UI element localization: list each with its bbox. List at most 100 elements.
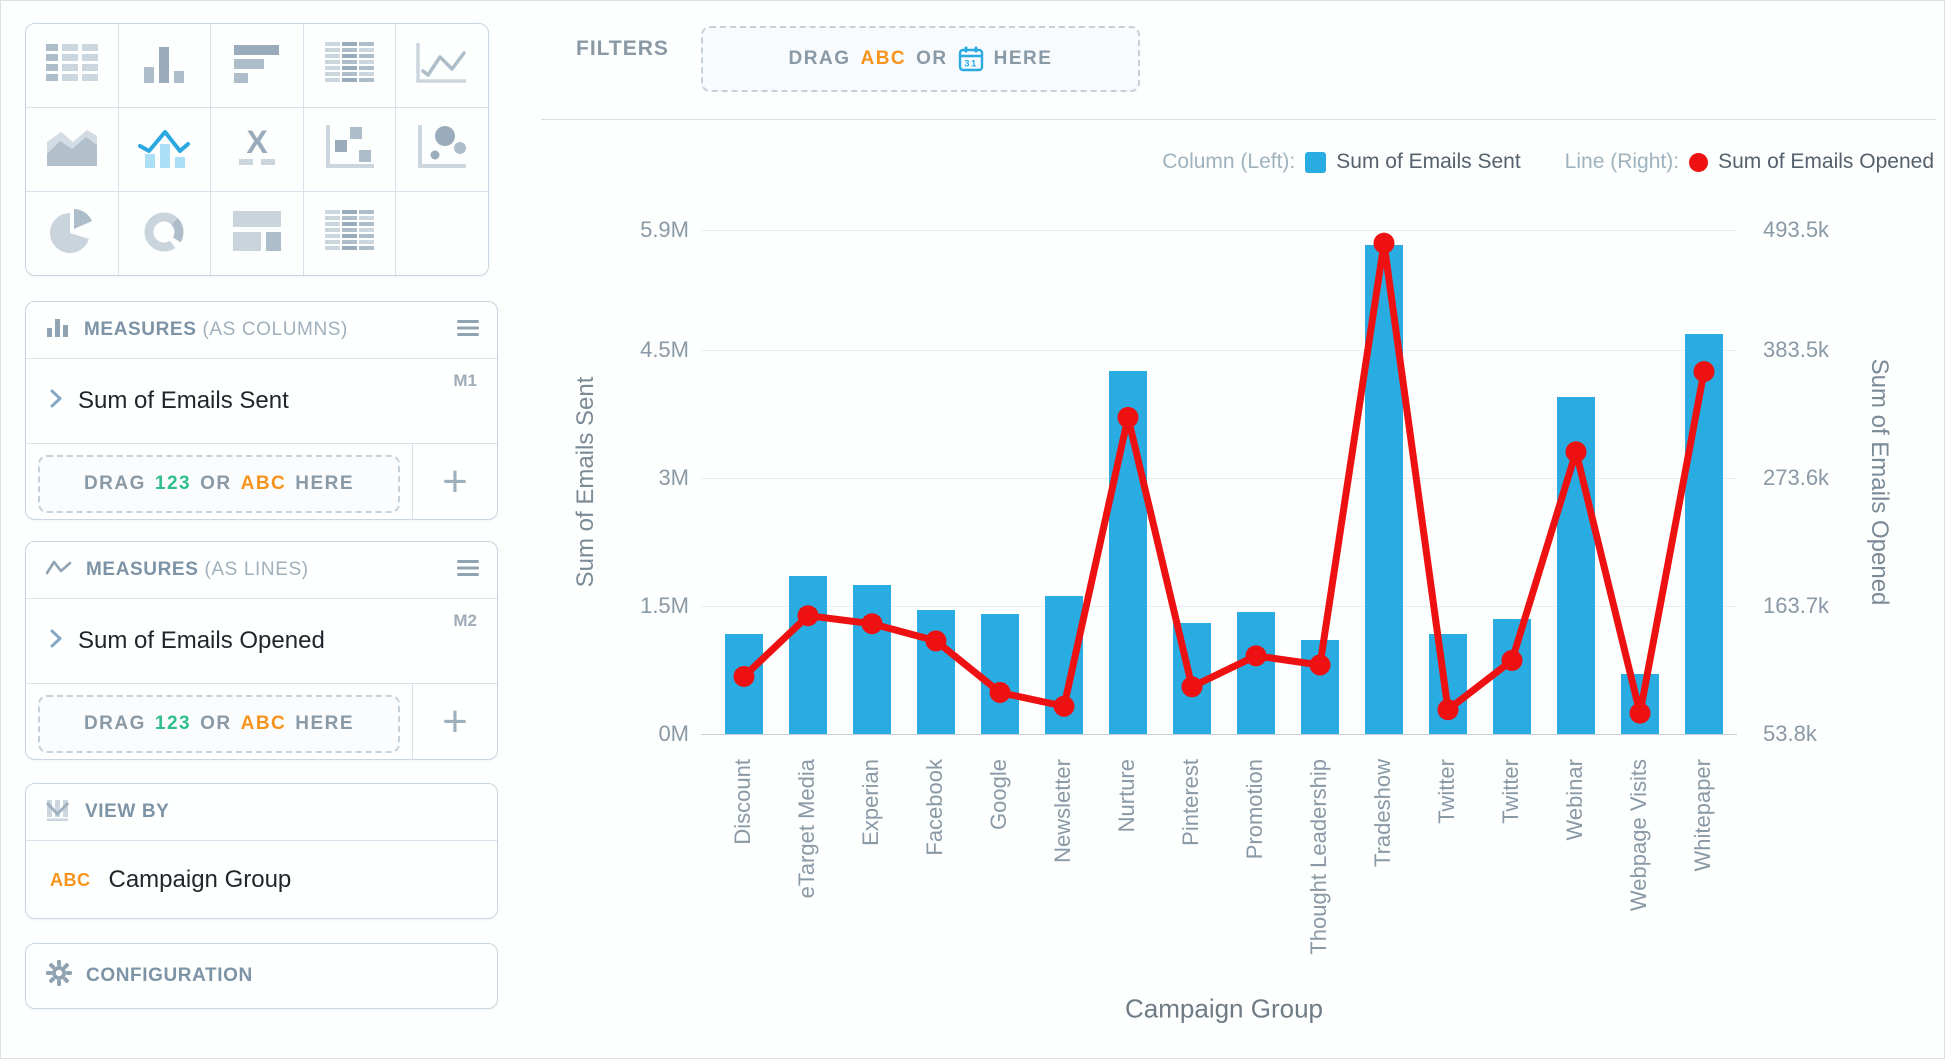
line-measures-icon (45, 559, 72, 582)
measures-columns-dropzone[interactable]: DRAG 123 OR ABC HERE (38, 455, 400, 513)
line-point-webinar[interactable] (1565, 441, 1587, 463)
chart-legend: Column (Left): Sum of Emails Sent Line (… (1162, 150, 1934, 174)
configuration-header[interactable]: CONFIGURATION (26, 944, 497, 1007)
chart-type-table[interactable] (26, 24, 118, 107)
line-point-experian[interactable] (861, 613, 883, 635)
left-axis-tick: 1.5M (640, 592, 689, 618)
column-measures-icon (46, 318, 70, 343)
line-point-etarget-media[interactable] (797, 605, 819, 627)
chart-type-summary-tile[interactable] (211, 192, 303, 275)
line-point-whitepaper[interactable] (1693, 361, 1715, 383)
measures-lines-header: MEASURES (AS LINES) (26, 542, 497, 598)
add-measure-button[interactable]: + (412, 444, 497, 520)
bar-google[interactable] (981, 614, 1019, 734)
svg-text:31: 31 (964, 59, 978, 70)
chart-type-picker: X (25, 23, 489, 276)
chart-type-area-chart[interactable] (26, 108, 118, 191)
line-point-tradeshow[interactable] (1373, 232, 1395, 254)
x-chart-icon: X (233, 124, 281, 174)
line-point-webpage-visits[interactable] (1629, 702, 1651, 724)
line-point-thought-leadership[interactable] (1309, 654, 1331, 676)
x-axis-label: Webpage Visits (1626, 759, 1651, 912)
chart-type-pie-chart[interactable] (26, 192, 118, 275)
measures-columns-panel: MEASURES (AS COLUMNS) Sum of Emails Sent… (25, 301, 498, 520)
bar-twitter[interactable] (1493, 618, 1531, 734)
combo-chart-icon (137, 124, 191, 175)
x-axis-label: Tradeshow (1370, 759, 1395, 868)
filters-label: FILTERS (576, 37, 669, 60)
scatter-plot-icon (323, 124, 377, 175)
dropzone-text: HERE (295, 713, 355, 734)
line-point-discount[interactable] (733, 665, 755, 687)
chart-type-x-chart[interactable]: X (211, 108, 303, 191)
right-axis-tick: 383.5k (1763, 336, 1830, 362)
menu-icon[interactable] (457, 559, 479, 581)
svg-text:X: X (246, 125, 268, 160)
dropzone-text: DRAG (83, 713, 146, 734)
legend-line-series: Sum of Emails Opened (1718, 150, 1934, 173)
left-axis-tick: 5.9M (640, 217, 689, 242)
chart-type-combo-chart-selected[interactable] (118, 108, 211, 191)
left-axis-tick: 0M (658, 721, 689, 746)
panel-title: VIEW BY (85, 801, 170, 822)
dropzone-text: OR (200, 713, 232, 734)
chart-type-line-chart[interactable] (396, 24, 488, 107)
measures-lines-dropzone[interactable]: DRAG 123 OR ABC HERE (38, 695, 400, 753)
bar-chart-icon (233, 43, 281, 88)
chart-type-bar-chart[interactable] (211, 24, 303, 107)
bar-promotion[interactable] (1237, 611, 1275, 734)
chart-type-bubble-chart[interactable] (396, 108, 488, 191)
line-point-facebook[interactable] (925, 630, 947, 652)
bar-whitepaper[interactable] (1685, 334, 1723, 734)
chevron-right-icon[interactable] (50, 629, 62, 653)
numeric-field-hint: 123 (154, 713, 192, 734)
x-axis-label: Thought Leadership (1306, 759, 1331, 955)
measure-badge: M2 (453, 611, 477, 630)
chart-type-matrix-table[interactable] (303, 192, 396, 275)
bubble-chart-icon (415, 124, 469, 175)
chart-type-column-chart[interactable] (118, 24, 211, 107)
line-point-promotion[interactable] (1245, 645, 1267, 667)
column-chart-icon (141, 43, 187, 88)
line-point-pinterest[interactable] (1181, 676, 1203, 698)
x-axis-label: Twitter (1434, 759, 1459, 824)
dropzone-text: OR (916, 48, 948, 69)
view-by-header: VIEW BY (26, 784, 497, 840)
chart-type-scatter-plot[interactable] (303, 108, 396, 191)
line-point-google[interactable] (989, 682, 1011, 704)
view-by-panel: VIEW BY ABC Campaign Group (25, 783, 498, 919)
filters-dropzone[interactable]: DRAG ABC OR 31 HERE (701, 26, 1140, 92)
menu-icon[interactable] (457, 319, 479, 341)
measures-lines-panel: MEASURES (AS LINES) Sum of Emails Opened… (25, 541, 498, 760)
measure-row-emails-opened[interactable]: Sum of Emails Opened M2 (26, 599, 497, 683)
chart-type-donut-chart[interactable] (118, 192, 211, 275)
left-axis-tick: 4.5M (640, 336, 689, 362)
line-series (733, 232, 1715, 724)
x-axis-line (701, 734, 1737, 735)
right-axis-tick: 273.6k (1763, 464, 1830, 490)
chevron-right-icon[interactable] (50, 389, 62, 413)
line-point-nurture[interactable] (1117, 406, 1139, 428)
bar-experian[interactable] (853, 585, 891, 734)
gear-icon (46, 960, 72, 991)
configuration-panel[interactable]: CONFIGURATION (25, 943, 498, 1009)
text-field-hint: ABC (860, 48, 907, 69)
panel-title: CONFIGURATION (86, 964, 253, 986)
view-by-field-name: Campaign Group (108, 866, 292, 893)
add-measure-button[interactable]: + (412, 684, 497, 760)
line-point-newsletter[interactable] (1053, 695, 1075, 717)
x-axis-label: Twitter (1498, 759, 1523, 824)
x-axis-label: Whitepaper (1690, 759, 1715, 872)
line-point-twitter[interactable] (1437, 699, 1459, 721)
view-by-field-row[interactable]: ABC Campaign Group (26, 841, 497, 919)
line-point-twitter[interactable] (1501, 649, 1523, 671)
x-axis-title: Campaign Group (1125, 993, 1323, 1024)
chart-type-pivot-table[interactable] (303, 24, 396, 107)
measure-badge: M1 (453, 371, 477, 390)
matrix-table-icon (322, 209, 377, 258)
x-axis-label: eTarget Media (794, 759, 819, 899)
measure-row-emails-sent[interactable]: Sum of Emails Sent M1 (26, 359, 497, 443)
x-axis-label: Experian (858, 759, 883, 846)
x-axis-label: Discount (730, 759, 755, 845)
bar-etarget-media[interactable] (789, 575, 827, 734)
